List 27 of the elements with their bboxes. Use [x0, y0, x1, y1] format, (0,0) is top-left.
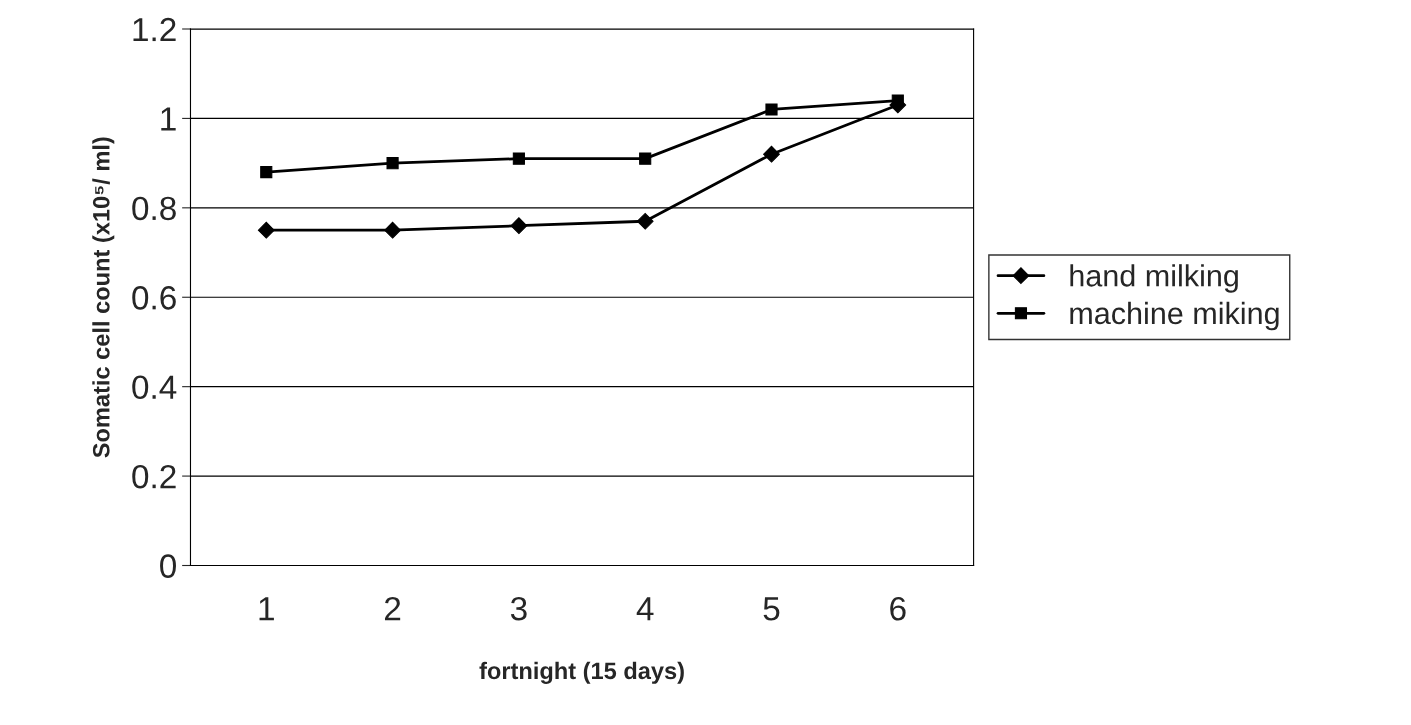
- y-tick-label: 0.8: [132, 196, 176, 221]
- x-tick-label: 4: [636, 597, 654, 621]
- point: [384, 221, 401, 239]
- point: [763, 145, 780, 163]
- y-tick-label: 0: [160, 554, 176, 578]
- y-tick-label: 0.4: [132, 375, 177, 400]
- point: [260, 165, 273, 179]
- x-tick-label: 3: [510, 596, 527, 621]
- point: [510, 217, 528, 235]
- legend-label: machine miking: [1070, 301, 1279, 331]
- x-tick-label: 6: [890, 596, 906, 621]
- point: [512, 152, 525, 165]
- y-tick-label: 0.6: [132, 286, 176, 310]
- y-axis-title: Somatic cell count (x10⁵/ ml): [92, 137, 115, 458]
- point: [257, 221, 275, 239]
- x-tick-label: 2: [384, 596, 401, 621]
- point: [639, 152, 652, 165]
- y-tick-label: 1: [161, 107, 176, 131]
- point: [636, 212, 654, 230]
- legend-label: hand milking: [1070, 264, 1238, 293]
- x-axis-title: fortnight (15 days): [479, 661, 684, 684]
- y-tick-label: 0.2: [132, 464, 176, 489]
- point: [386, 157, 399, 170]
- x-tick-label: 1: [259, 597, 274, 621]
- y-tick-label: 1.2: [133, 17, 176, 42]
- point: [765, 103, 778, 116]
- x-tick-label: 5: [763, 597, 780, 621]
